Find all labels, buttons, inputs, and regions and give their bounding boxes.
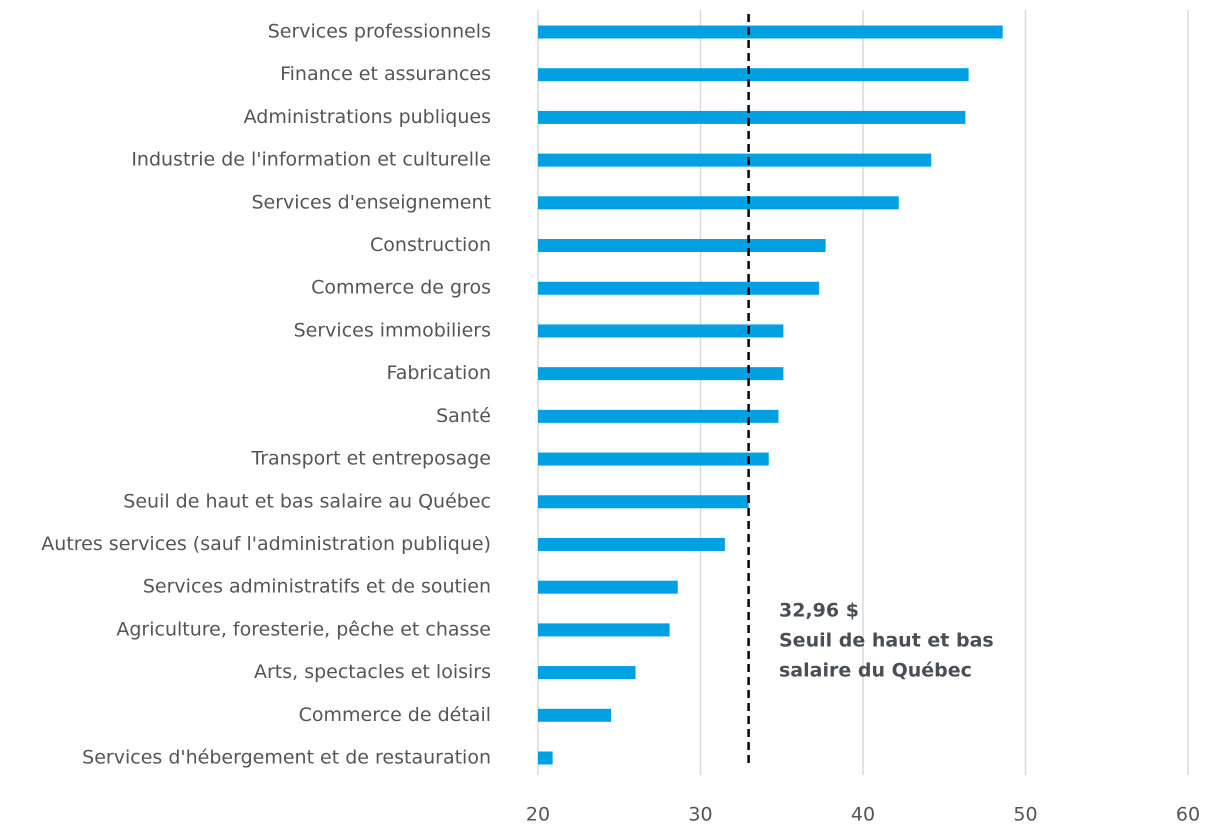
y-tick-label: Fabrication bbox=[387, 362, 491, 384]
y-tick-label: Industrie de l'information et culturelle bbox=[131, 149, 491, 171]
bar bbox=[538, 281, 820, 295]
bar bbox=[538, 452, 769, 466]
y-tick-label: Services d'hébergement et de restauratio… bbox=[82, 747, 491, 769]
bar bbox=[538, 110, 966, 124]
bar bbox=[538, 25, 1003, 39]
y-tick-label: Services immobiliers bbox=[294, 319, 491, 341]
y-tick-label: Transport et entreposage bbox=[250, 448, 491, 470]
bar bbox=[538, 367, 784, 381]
x-tick-label: 40 bbox=[851, 804, 875, 826]
bar bbox=[538, 324, 784, 338]
x-tick-label: 60 bbox=[1176, 804, 1200, 826]
y-tick-label: Services professionnels bbox=[268, 21, 491, 43]
bar bbox=[538, 666, 636, 680]
y-tick-label: Construction bbox=[370, 234, 491, 256]
bar bbox=[538, 537, 725, 551]
bar bbox=[538, 708, 612, 722]
x-tick-label: 30 bbox=[688, 804, 712, 826]
bar bbox=[538, 495, 749, 509]
y-tick-label: Finance et assurances bbox=[280, 63, 491, 85]
x-tick-label: 20 bbox=[526, 804, 550, 826]
y-tick-label: Services d'enseignement bbox=[251, 191, 491, 213]
x-tick-label: 50 bbox=[1013, 804, 1037, 826]
annotation: 32,96 $ bbox=[779, 600, 859, 622]
annotation: salaire du Québec bbox=[779, 660, 972, 682]
bar bbox=[538, 68, 969, 82]
bar bbox=[538, 623, 670, 637]
y-tick-label: Agriculture, foresterie, pêche et chasse bbox=[116, 618, 491, 640]
y-tick-label: Santé bbox=[436, 405, 491, 427]
y-tick-label: Commerce de détail bbox=[299, 704, 491, 726]
y-tick-label: Seuil de haut et bas salaire au Québec bbox=[123, 490, 491, 512]
annotation: Seuil de haut et bas bbox=[779, 630, 994, 652]
bar bbox=[538, 153, 932, 167]
y-tick-label: Autres services (sauf l'administration p… bbox=[41, 533, 491, 555]
bar bbox=[538, 580, 678, 594]
bar bbox=[538, 196, 899, 210]
bar bbox=[538, 239, 826, 253]
bar bbox=[538, 751, 553, 765]
y-tick-label: Commerce de gros bbox=[311, 277, 491, 299]
y-tick-label: Arts, spectacles et loisirs bbox=[254, 661, 491, 683]
bar bbox=[538, 409, 779, 423]
y-tick-label: Administrations publiques bbox=[244, 106, 491, 128]
y-tick-label: Services administratifs et de soutien bbox=[143, 576, 491, 598]
